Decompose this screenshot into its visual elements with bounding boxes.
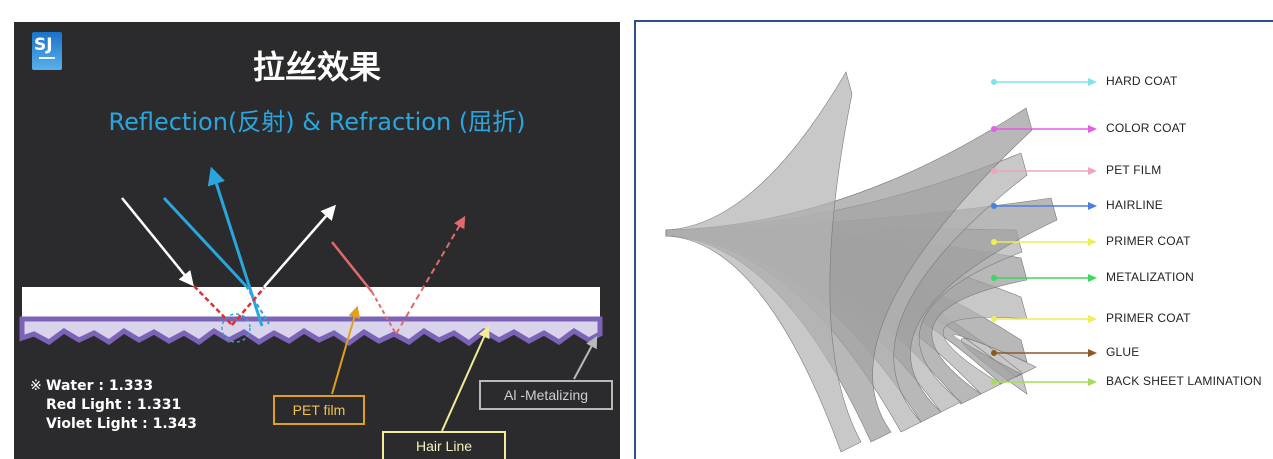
refraction-diagram — [19, 166, 603, 432]
layer-callout-arrowhead — [1088, 274, 1097, 282]
violet-light-index: Violet Light : 1.343 — [46, 416, 197, 432]
refracted-pink-ray — [371, 291, 397, 335]
pet-film-label: PET film — [273, 395, 365, 425]
incident-white-ray — [121, 197, 194, 287]
layer-callout-arrowhead — [1088, 238, 1097, 246]
panel-subtitle: Reflection(反射) & Refraction (屈折) — [108, 108, 526, 136]
refracted-blue-ray — [245, 285, 270, 325]
water-index: Water : 1.333 — [46, 378, 154, 394]
layer-callout-arrowhead — [1088, 78, 1097, 86]
layer-label-metalization: METALIZATION — [1106, 270, 1194, 284]
refracted-red-ray-return — [231, 287, 265, 326]
red-light-index: Red Light : 1.331 — [46, 397, 182, 413]
panel-title: 拉丝效果 — [252, 48, 381, 86]
sj-logo: SJ — [32, 32, 62, 70]
layer-label-hard-coat: HARD COAT — [1106, 74, 1178, 88]
pet-film-callout-line — [331, 305, 361, 395]
layer-callout-arrowhead — [1088, 349, 1097, 357]
refraction-point-circle — [221, 313, 251, 343]
stack-sheet — [665, 71, 862, 453]
incident-pink-ray — [331, 241, 373, 293]
incident-blue-ray — [162, 196, 248, 288]
layer-label-glue: GLUE — [1106, 345, 1140, 359]
layer-label-back-sheet-lamination: BACK SHEET LAMINATION — [1106, 374, 1262, 388]
layer-callout-arrowhead — [1088, 202, 1097, 210]
reflection-refraction-panel: SJ 拉丝效果 Reflection(反射) & Refraction (屈折) — [14, 22, 620, 459]
layer-stack-panel: HARD COAT COLOR COAT PET FILM HAIRLINE PRIME… — [634, 20, 1273, 459]
layer-callout-arrowhead — [1088, 315, 1097, 323]
layer-label-primer-coat: PRIMER COAT — [1106, 234, 1191, 248]
hair-line-callout-line — [441, 325, 490, 432]
al-metalizing-label: Al -Metalizing — [479, 380, 613, 410]
layer-callout-arrowhead — [1088, 167, 1097, 175]
layer-label-pet-film: PET FILM — [1106, 163, 1162, 177]
layer-label-color-coat: COLOR COAT — [1106, 121, 1187, 135]
refracted-red-ray — [193, 285, 233, 326]
layer-stack-illustration — [665, 71, 1097, 453]
layer-callout-arrowhead — [1088, 125, 1097, 133]
layer-label-primer-coat: PRIMER COAT — [1106, 311, 1191, 325]
hair-line-label: Hair Line — [382, 431, 506, 459]
metal-hairline-layer — [19, 316, 603, 347]
al-metalizing-callout-line — [573, 335, 598, 380]
note-mark: ※ — [30, 378, 42, 394]
layer-label-hairline: HAIRLINE — [1106, 198, 1163, 212]
pet-film-layer — [22, 287, 600, 319]
layer-callout-arrowhead — [1088, 378, 1097, 386]
reflected-pink-ray — [395, 215, 466, 335]
reflected-white-ray — [263, 204, 336, 288]
